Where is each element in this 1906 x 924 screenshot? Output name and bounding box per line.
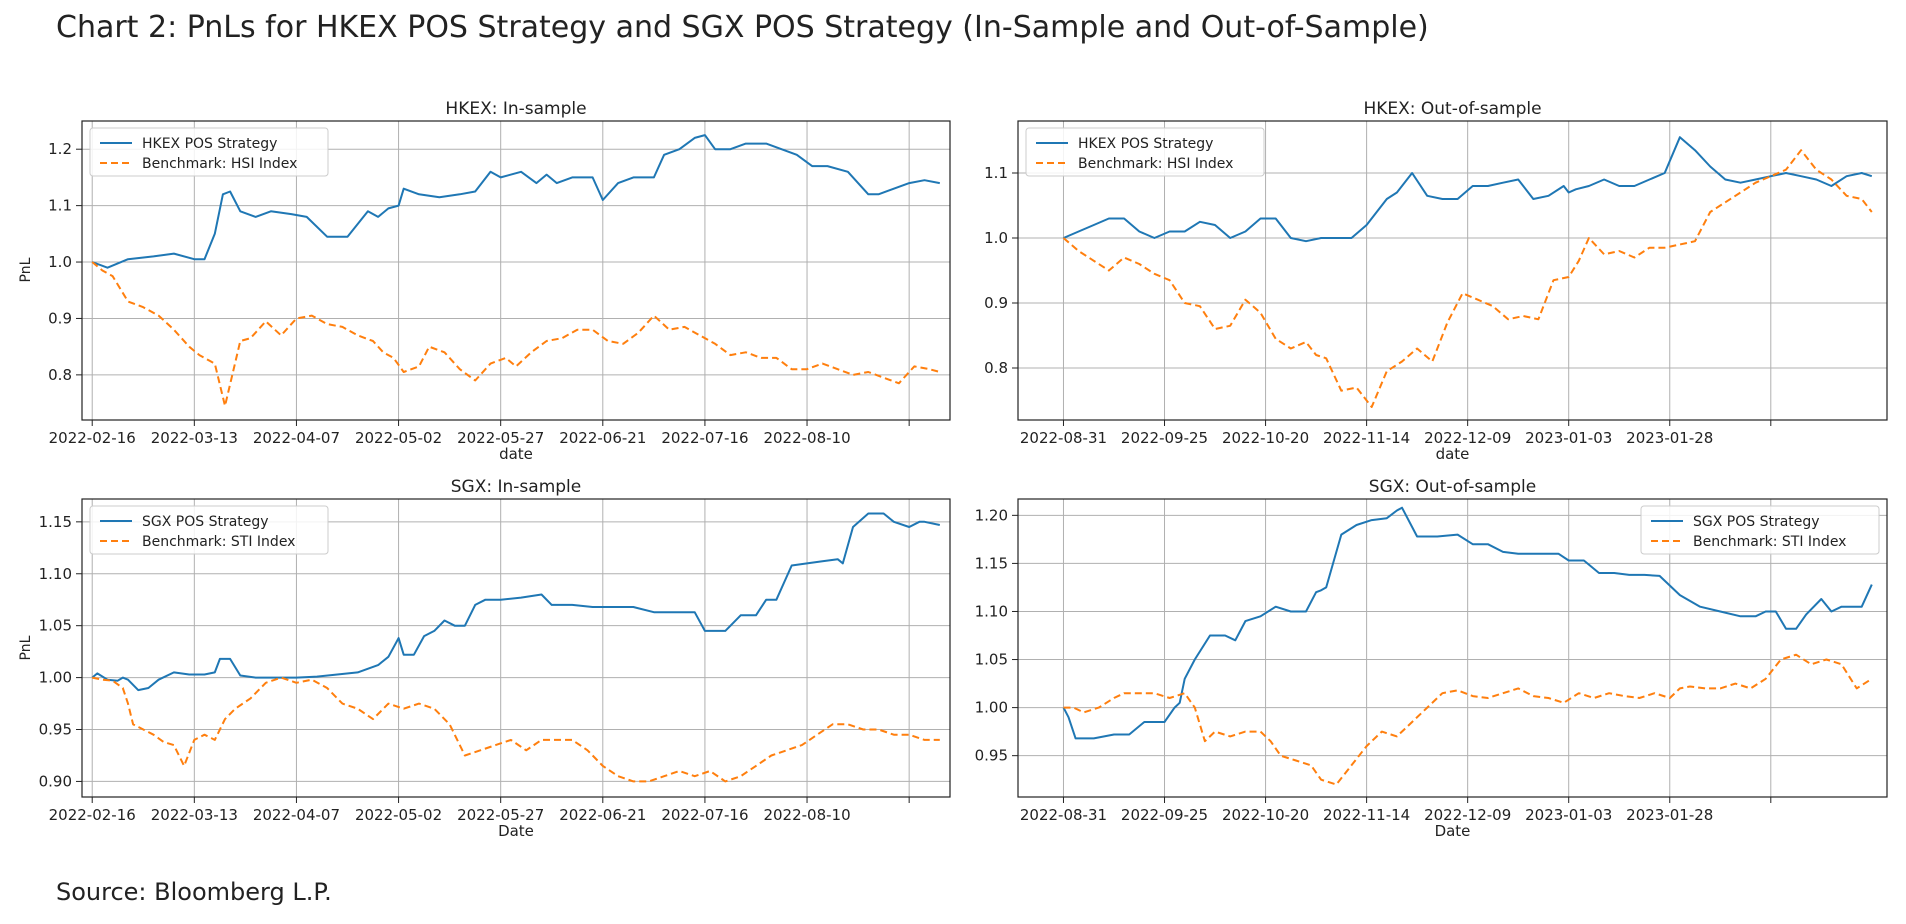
y-tick-label: 1.20 bbox=[975, 506, 1008, 524]
x-tick-label: 2022-04-07 bbox=[253, 806, 340, 824]
x-tick-label: 2022-10-20 bbox=[1222, 806, 1309, 824]
source-note: Source: Bloomberg L.P. bbox=[56, 878, 332, 906]
x-tick-label: 2023-01-28 bbox=[1626, 429, 1713, 447]
y-tick-label: 1.00 bbox=[975, 699, 1008, 717]
x-tick-label: 2022-08-10 bbox=[763, 806, 850, 824]
x-axis-label: date bbox=[1436, 445, 1470, 463]
y-axis-label: PnL bbox=[18, 635, 34, 660]
chart-title: HKEX: Out-of-sample bbox=[1363, 99, 1541, 119]
y-tick-label: 1.0 bbox=[48, 253, 72, 271]
y-tick-label: 1.05 bbox=[975, 651, 1008, 669]
x-tick-label: 2022-03-13 bbox=[151, 429, 238, 447]
hkex-out-of-sample-chart: 2022-08-31 2022-09-25 2022-10-20 2022-11-14… bbox=[984, 99, 1887, 463]
x-tick-label: 2022-07-16 bbox=[661, 429, 748, 447]
x-tick-label: 2022-02-16 bbox=[49, 806, 136, 824]
y-tick-label: 0.9 bbox=[48, 309, 72, 327]
sgx-in-sample-chart: 2022-02-16 2022-03-13 2022-04-07 2022-05-02… bbox=[18, 477, 950, 840]
y-tick-label: 0.9 bbox=[984, 294, 1008, 312]
x-tick-label: 2022-11-14 bbox=[1323, 806, 1410, 824]
x-tick-label: 2022-08-31 bbox=[1020, 806, 1107, 824]
x-tick-label: 2022-09-25 bbox=[1121, 429, 1208, 447]
x-tick-label: 2022-07-16 bbox=[661, 806, 748, 824]
benchmark-series-line bbox=[92, 262, 940, 406]
x-tick-label: 2022-04-07 bbox=[253, 429, 340, 447]
x-tick-label: 2023-01-03 bbox=[1525, 806, 1612, 824]
y-tick-label: 1.0 bbox=[984, 229, 1008, 247]
x-axis-label: Date bbox=[498, 822, 534, 840]
y-axis-label: PnL bbox=[18, 257, 34, 282]
legend-label: HKEX POS Strategy bbox=[1078, 136, 1213, 152]
x-tick-label: 2022-06-21 bbox=[559, 429, 646, 447]
legend-label: SGX POS Strategy bbox=[1693, 514, 1820, 530]
x-axis-label: Date bbox=[1435, 822, 1471, 840]
y-tick-label: 0.95 bbox=[975, 747, 1008, 765]
y-tick-label: 1.1 bbox=[48, 197, 72, 215]
x-tick-label: 2022-05-02 bbox=[355, 429, 442, 447]
y-tick-label: 1.05 bbox=[39, 617, 72, 635]
legend-label: Benchmark: STI Index bbox=[142, 534, 295, 550]
x-tick-label: 2022-08-31 bbox=[1020, 429, 1107, 447]
x-tick-label: 2022-03-13 bbox=[151, 806, 238, 824]
y-tick-label: 1.15 bbox=[39, 513, 72, 531]
legend-label: Benchmark: STI Index bbox=[1693, 534, 1846, 550]
y-tick-label: 1.10 bbox=[39, 565, 72, 583]
legend-label: SGX POS Strategy bbox=[142, 514, 269, 530]
x-tick-label: 2023-01-03 bbox=[1525, 429, 1612, 447]
sgx-out-of-sample-chart: 2022-08-31 2022-09-25 2022-10-20 2022-11-14… bbox=[975, 477, 1887, 840]
x-tick-label: 2022-09-25 bbox=[1121, 806, 1208, 824]
legend: HKEX POS Strategy Benchmark: HSI Index bbox=[90, 128, 328, 176]
legend: HKEX POS Strategy Benchmark: HSI Index bbox=[1026, 128, 1264, 176]
y-tick-label: 1.00 bbox=[39, 669, 72, 687]
x-axis-label: date bbox=[499, 445, 533, 463]
x-tick-label: 2022-05-02 bbox=[355, 806, 442, 824]
y-tick-label: 1.15 bbox=[975, 554, 1008, 572]
y-tick-label: 0.8 bbox=[48, 366, 72, 384]
charts-canvas: 2022-02-16 2022-03-13 2022-04-07 2022-05-02… bbox=[0, 0, 1906, 924]
chart-title: HKEX: In-sample bbox=[445, 99, 586, 119]
y-tick-label: 1.2 bbox=[48, 140, 72, 158]
y-tick-label: 0.90 bbox=[39, 772, 72, 790]
y-tick-label: 1.10 bbox=[975, 602, 1008, 620]
y-tick-label: 1.1 bbox=[984, 164, 1008, 182]
legend: SGX POS Strategy Benchmark: STI Index bbox=[90, 506, 328, 554]
y-tick-label: 0.8 bbox=[984, 359, 1008, 377]
y-tick-label: 0.95 bbox=[39, 721, 72, 739]
hkex-in-sample-chart: 2022-02-16 2022-03-13 2022-04-07 2022-05-02… bbox=[18, 99, 950, 463]
legend-label: Benchmark: HSI Index bbox=[1078, 156, 1233, 172]
chart-title: SGX: In-sample bbox=[451, 477, 581, 497]
x-tick-label: 2022-10-20 bbox=[1222, 429, 1309, 447]
legend-label: Benchmark: HSI Index bbox=[142, 156, 297, 172]
legend: SGX POS Strategy Benchmark: STI Index bbox=[1641, 506, 1879, 554]
x-tick-label: 2022-11-14 bbox=[1323, 429, 1410, 447]
x-tick-label: 2022-02-16 bbox=[49, 429, 136, 447]
x-tick-label: 2022-08-10 bbox=[763, 429, 850, 447]
chart-title: SGX: Out-of-sample bbox=[1369, 477, 1536, 497]
x-tick-label: 2023-01-28 bbox=[1626, 806, 1713, 824]
legend-label: HKEX POS Strategy bbox=[142, 136, 277, 152]
x-tick-label: 2022-06-21 bbox=[559, 806, 646, 824]
